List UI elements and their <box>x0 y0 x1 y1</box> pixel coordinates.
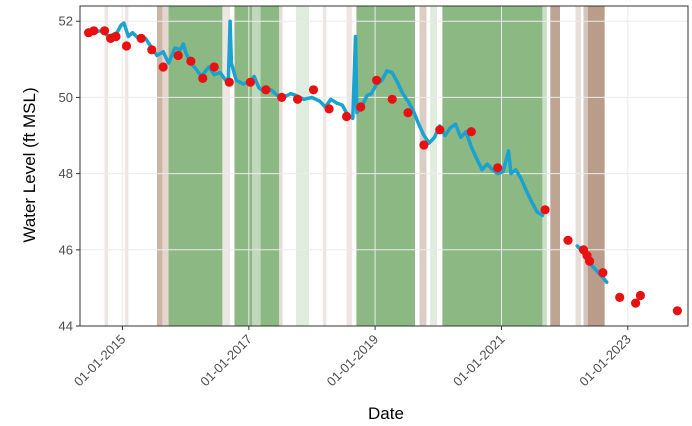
x-tick-label: 01-01-2017 <box>197 332 255 390</box>
data-point <box>173 50 183 61</box>
x-tick-label: 01-01-2021 <box>450 332 508 390</box>
data-point <box>293 94 303 104</box>
data-point <box>598 268 608 278</box>
data-point <box>419 140 429 150</box>
data-series <box>84 19 683 316</box>
y-tick-label: 52 <box>59 14 73 29</box>
shaded-period-brown <box>419 6 427 326</box>
data-point <box>563 235 573 245</box>
shaded-period-brown <box>322 6 327 326</box>
data-point <box>121 41 132 51</box>
y-tick-label: 46 <box>59 242 73 257</box>
x-tick-label: 01-01-2023 <box>576 332 634 390</box>
data-point <box>435 125 445 135</box>
data-point <box>111 31 121 42</box>
shaded-period-green <box>430 6 438 326</box>
x-tick-label: 01-01-2019 <box>324 332 382 390</box>
data-point <box>387 94 397 104</box>
y-tick-label: 50 <box>59 90 73 105</box>
data-point <box>631 298 641 308</box>
data-point <box>100 26 110 36</box>
shaded-period-green <box>296 6 310 326</box>
shaded-period-brown <box>156 6 163 326</box>
shaded-period-brown <box>222 6 231 326</box>
data-point <box>493 163 503 173</box>
data-point <box>261 85 271 95</box>
data-point <box>466 127 476 137</box>
data-point <box>277 92 287 102</box>
shaded-period-brown <box>575 6 581 326</box>
data-point <box>186 56 196 66</box>
shaded-period-green <box>442 6 543 326</box>
data-point <box>308 85 319 95</box>
x-tick-label: 01-01-2015 <box>71 332 129 390</box>
y-tick-label: 48 <box>59 166 73 181</box>
data-point <box>403 108 413 118</box>
data-point <box>635 290 646 301</box>
data-point <box>356 102 366 112</box>
series-line <box>85 19 545 218</box>
panel-border <box>79 5 689 327</box>
shaded-period-brown <box>162 6 169 326</box>
data-point <box>136 33 146 44</box>
shaded-periods <box>104 6 605 326</box>
shaded-period-green <box>260 6 280 326</box>
data-point <box>147 45 157 55</box>
shaded-period-brown <box>279 6 283 326</box>
data-point <box>209 62 219 72</box>
shaded-period-green <box>252 6 261 326</box>
shaded-period-green <box>356 6 416 326</box>
shaded-period-brown <box>550 6 560 326</box>
data-point <box>198 73 208 83</box>
data-point <box>672 306 683 316</box>
y-axis-title: Water Level (ft MSL) <box>20 87 39 242</box>
data-point <box>158 62 168 72</box>
shaded-period-brown <box>587 6 605 326</box>
x-axis-title: Date <box>368 404 404 423</box>
data-point <box>585 256 595 266</box>
shaded-period-green <box>234 6 253 326</box>
shaded-period-brown <box>104 6 109 326</box>
shaded-period-brown <box>124 6 129 326</box>
data-point <box>245 77 255 87</box>
data-point <box>224 77 234 87</box>
data-point <box>372 75 382 85</box>
data-point <box>89 26 99 36</box>
axes: 44 46 48 50 52 01-01-2015 01-01-2017 01-01-2019… <box>59 14 634 389</box>
data-point <box>324 104 334 114</box>
data-point <box>615 292 625 302</box>
shaded-period-brown <box>583 6 588 326</box>
shaded-period-brown <box>346 6 352 326</box>
shaded-period-green <box>542 6 547 326</box>
y-tick-label: 44 <box>59 319 73 334</box>
data-point <box>540 205 550 215</box>
data-point <box>342 111 352 122</box>
